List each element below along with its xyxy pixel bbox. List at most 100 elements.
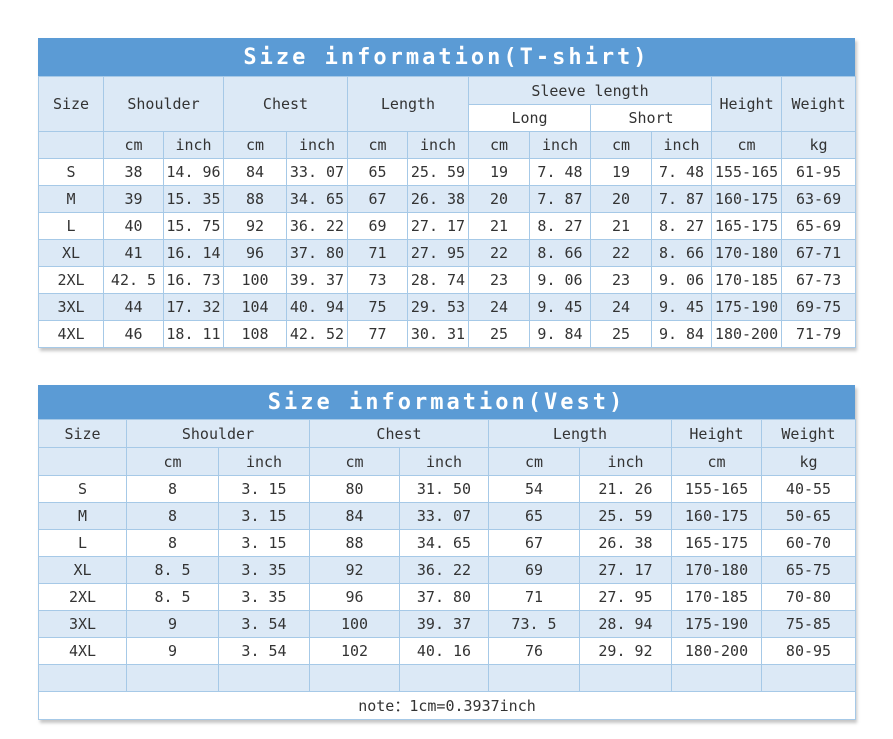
vest-size-table: Size information(Vest) Size Shoulder Che… — [38, 385, 856, 720]
table-cell: 33. 07 — [286, 158, 348, 186]
table-cell: 22 — [468, 239, 530, 267]
table-cell: 88 — [309, 529, 400, 557]
table-cell: 28. 74 — [407, 266, 469, 294]
size-label-cell: XL — [38, 239, 104, 267]
table-row: M 8 3. 15 84 33. 07 65 25. 59 160-175 50-65 — [38, 502, 856, 530]
unit-cell: inch — [286, 131, 348, 159]
table-cell: 31. 50 — [399, 475, 489, 503]
table-cell: 3. 15 — [218, 502, 310, 530]
table-cell: 75 — [347, 293, 408, 321]
table-row: 4XL 46 18. 11 108 42. 52 77 30. 31 25 9. 84 25 9. … — [38, 320, 857, 348]
table-cell: 175-190 — [671, 610, 762, 638]
header-size: Size — [38, 76, 104, 132]
table-cell: 3. 35 — [218, 583, 310, 611]
table-cell: 160-175 — [671, 502, 762, 530]
table-row: S 8 3. 15 80 31. 50 54 21. 26 155-165 40-55 — [38, 475, 856, 503]
unit-cell: inch — [163, 131, 224, 159]
table-cell: 7. 87 — [529, 185, 591, 213]
unit-cell: cm — [468, 131, 530, 159]
table-cell: 20 — [468, 185, 530, 213]
table-cell: 170-180 — [671, 556, 762, 584]
table-cell: 8. 27 — [650, 212, 713, 240]
table-cell — [38, 664, 127, 692]
size-label-cell: 4XL — [38, 637, 127, 665]
table-cell: 170-180 — [711, 239, 783, 267]
size-label-cell: XL — [38, 556, 127, 584]
table-cell: 8. 5 — [126, 583, 219, 611]
unit-cell: inch — [399, 447, 489, 476]
header-height: Height — [711, 76, 783, 132]
table-cell: 155-165 — [671, 475, 762, 503]
table-cell: 23 — [590, 266, 652, 294]
table-cell: 67 — [347, 185, 408, 213]
header-sleeve-short: Short — [589, 104, 713, 132]
table-cell: 39 — [103, 185, 164, 213]
table-cell: 71-79 — [781, 320, 857, 348]
table-row: M 39 15. 35 88 34. 65 67 26. 38 20 7. 87 20 7. 87 1… — [38, 185, 857, 213]
table-cell: 29. 53 — [407, 293, 469, 321]
table-cell: 33. 07 — [399, 502, 489, 530]
table-cell: 84 — [223, 158, 287, 186]
vest-size-section: Size information(Vest) Size Shoulder Che… — [38, 385, 856, 720]
table-cell: 36. 22 — [399, 556, 489, 584]
tshirt-header-row: Size Shoulder Chest Length Sleeve length… — [38, 76, 857, 132]
table-cell: 100 — [309, 610, 400, 638]
table-cell: 37. 80 — [286, 239, 348, 267]
tshirt-size-table: Size information(T-shirt) Size Shoulder … — [38, 38, 857, 348]
table-cell: 170-185 — [671, 583, 762, 611]
table-cell: 20 — [590, 185, 652, 213]
table-cell: 26. 38 — [579, 529, 672, 557]
table-cell: 175-190 — [711, 293, 783, 321]
header-shoulder: Shoulder — [103, 76, 224, 132]
size-label-cell: 3XL — [38, 610, 127, 638]
table-cell: 71 — [488, 583, 580, 611]
table-cell: 34. 65 — [399, 529, 489, 557]
table-cell: 7. 87 — [650, 185, 713, 213]
header-weight: Weight — [761, 419, 856, 448]
unit-cell: cm — [309, 447, 400, 476]
table-cell: 23 — [468, 266, 530, 294]
table-cell: 8. 27 — [529, 212, 591, 240]
table-cell: 21 — [468, 212, 530, 240]
unit-cell: cm — [103, 131, 164, 159]
table-cell: 71 — [347, 239, 408, 267]
table-cell: 27. 17 — [579, 556, 672, 584]
table-cell: 9. 45 — [529, 293, 591, 321]
table-cell: 39. 37 — [399, 610, 489, 638]
table-row: 2XL 42. 5 16. 73 100 39. 37 73 28. 74 23 9. 06 23… — [38, 266, 857, 294]
table-cell: 7. 48 — [650, 158, 713, 186]
table-cell: 7. 48 — [529, 158, 591, 186]
table-cell: 180-200 — [671, 637, 762, 665]
table-cell: 24 — [468, 293, 530, 321]
table-cell: 9 — [126, 637, 219, 665]
table-cell: 42. 52 — [286, 320, 348, 348]
table-row: L 40 15. 75 92 36. 22 69 27. 17 21 8. 27 21 8. 27 1… — [38, 212, 857, 240]
unit-cell: inch — [407, 131, 469, 159]
table-cell: 75-85 — [761, 610, 856, 638]
table-cell: 160-175 — [711, 185, 783, 213]
unit-cell: inch — [650, 131, 713, 159]
table-cell: 8. 66 — [529, 239, 591, 267]
table-cell — [579, 664, 672, 692]
table-cell: 16. 73 — [163, 266, 224, 294]
table-cell: 3. 15 — [218, 475, 310, 503]
tshirt-size-section: Size information(T-shirt) Size Shoulder … — [38, 0, 857, 348]
table-row: XL 41 16. 14 96 37. 80 71 27. 95 22 8. 66 22 8. 66… — [38, 239, 857, 267]
table-cell: 9. 06 — [650, 266, 713, 294]
table-cell: 9. 84 — [529, 320, 591, 348]
table-cell — [488, 664, 580, 692]
vest-table: Size Shoulder Chest Length Height Weight… — [38, 419, 856, 720]
unit-cell: kg — [781, 131, 857, 159]
table-row: S 38 14. 96 84 33. 07 65 25. 59 19 7. 48 19 7. 48 1… — [38, 158, 857, 186]
table-cell: 155-165 — [711, 158, 783, 186]
table-cell — [761, 664, 856, 692]
unit-cell: inch — [529, 131, 591, 159]
table-cell: 77 — [347, 320, 408, 348]
header-height: Height — [671, 419, 762, 448]
table-cell: 8. 5 — [126, 556, 219, 584]
table-cell: 40. 16 — [399, 637, 489, 665]
header-length: Length — [347, 76, 469, 132]
table-cell: 92 — [223, 212, 287, 240]
table-cell: 65 — [488, 502, 580, 530]
table-cell: 80 — [309, 475, 400, 503]
